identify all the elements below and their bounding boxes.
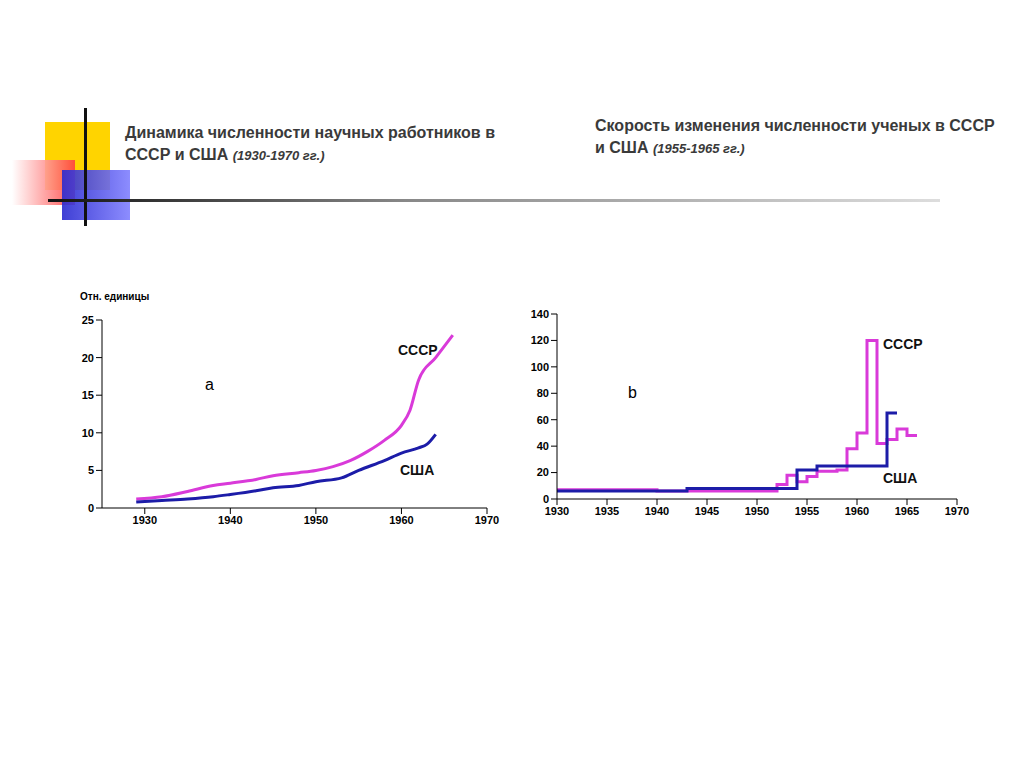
svg-text:5: 5 — [88, 464, 94, 476]
html-text:Скорость изменения численности: Скорость изменения численности ученых в … — [595, 117, 995, 156]
svg-text:10: 10 — [82, 427, 94, 439]
svg-text:20: 20 — [82, 352, 94, 364]
svg-text:1945: 1945 — [695, 505, 719, 517]
html-text:США: США — [400, 462, 435, 478]
svg-text:40: 40 — [537, 440, 549, 452]
html-text:Динамика численности научных р: Динамика численности научных работников … — [125, 124, 495, 163]
svg-text:100: 100 — [531, 361, 549, 373]
svg-text:1955: 1955 — [795, 505, 819, 517]
svg-text:80: 80 — [537, 387, 549, 399]
svg-text:1935: 1935 — [595, 505, 619, 517]
svg-text:0: 0 — [543, 493, 549, 505]
svg-text:1930: 1930 — [545, 505, 569, 517]
html-text:Отн. единицы: Отн. единицы — [80, 291, 150, 302]
svg-text:1940: 1940 — [218, 514, 242, 526]
svg-text:1940: 1940 — [645, 505, 669, 517]
svg-text:1965: 1965 — [895, 505, 919, 517]
html-text:США: США — [883, 470, 918, 486]
svg-text:1970: 1970 — [475, 514, 499, 526]
svg-text:140: 140 — [531, 308, 549, 320]
svg-text:1970: 1970 — [945, 505, 969, 517]
svg-text:1930: 1930 — [133, 514, 157, 526]
svg-text:20: 20 — [537, 466, 549, 478]
html-text:СССР: СССР — [883, 336, 923, 352]
svg-text:25: 25 — [82, 314, 94, 326]
svg-text:60: 60 — [537, 414, 549, 426]
svg-text:1960: 1960 — [389, 514, 413, 526]
svg-text:1950: 1950 — [304, 514, 328, 526]
html-text:b: b — [628, 384, 637, 401]
svg-text:120: 120 — [531, 334, 549, 346]
svg-text:1950: 1950 — [745, 505, 769, 517]
html-text:СССР: СССР — [398, 342, 438, 358]
html-text:a: a — [205, 376, 214, 393]
svg-text:0: 0 — [88, 502, 94, 514]
svg-text:15: 15 — [82, 389, 94, 401]
svg-text:1960: 1960 — [845, 505, 869, 517]
